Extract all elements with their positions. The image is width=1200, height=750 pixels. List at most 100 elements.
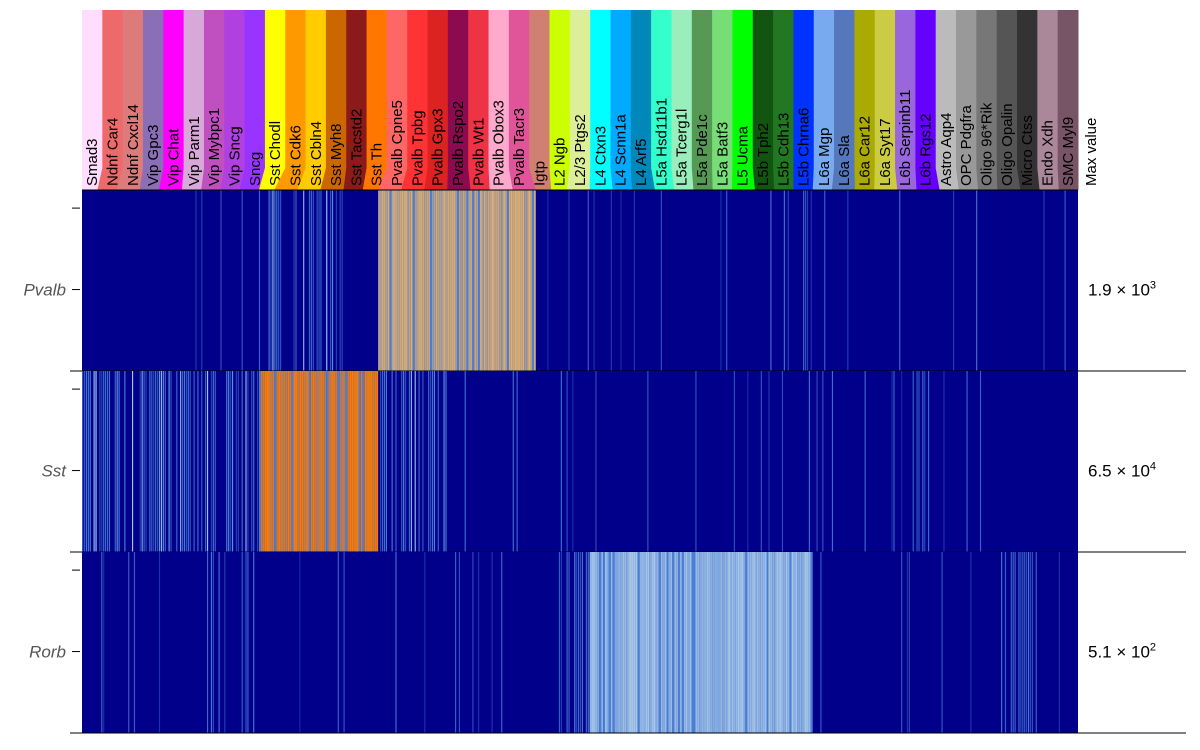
heatmap-cell — [378, 190, 381, 371]
heatmap-cell — [145, 371, 147, 552]
heatmap-cell — [764, 552, 767, 733]
heatmap-cell — [162, 371, 164, 552]
heatmap-cell — [516, 190, 519, 371]
cluster-funnel — [731, 168, 756, 190]
cluster-funnel — [362, 168, 388, 190]
cluster-funnel — [447, 168, 471, 190]
heatmap-cell — [326, 371, 329, 552]
heatmap-cell — [351, 371, 354, 552]
heatmap-cell — [601, 552, 604, 733]
heatmap-cell — [320, 190, 322, 371]
heatmap-cell — [704, 552, 707, 733]
cluster-label: Ndnf Car4 — [104, 118, 121, 186]
heatmap-cell — [143, 371, 145, 552]
heatmap-cell — [753, 552, 756, 733]
heatmap-cell — [445, 371, 447, 552]
cluster-label: Endo Xdh — [1040, 120, 1057, 186]
heatmap-cell — [966, 371, 968, 552]
heatmap-cell — [524, 190, 527, 371]
cluster-label: L2 Ngb — [552, 138, 569, 186]
max-value-label: 1.9 × 103 — [1088, 280, 1156, 300]
heatmap-cell — [303, 190, 305, 371]
heatmap-cell — [576, 552, 578, 733]
heatmap-cell — [460, 190, 463, 371]
cluster-funnel — [874, 168, 898, 190]
heatmap-cell — [1024, 552, 1026, 733]
heatmap-cell — [620, 552, 623, 733]
heatmap-cell — [266, 371, 269, 552]
heatmap-cell — [310, 371, 313, 552]
heatmap-cell — [272, 371, 275, 552]
heatmap-cell — [804, 552, 807, 733]
cluster-funnel — [424, 168, 449, 190]
heatmap-cell — [1014, 552, 1016, 733]
cluster-label: L4 Scnn1a — [613, 114, 630, 186]
heatmap-cell — [283, 371, 286, 552]
heatmap-cell — [908, 552, 910, 733]
cluster-label: Vip Gpc3 — [145, 125, 162, 186]
cluster-label: L5 Ucma — [735, 125, 752, 186]
heatmap-cell — [164, 371, 166, 552]
cluster-color-block — [651, 10, 672, 168]
heatmap-cell — [158, 371, 161, 552]
cluster-funnel — [1017, 168, 1041, 190]
heatmap-cell — [428, 190, 431, 371]
cluster-color-block — [610, 10, 632, 168]
heatmap-cell — [403, 371, 405, 552]
heatmap-cell — [274, 190, 276, 371]
heatmap-cell — [118, 371, 120, 552]
cluster-color-block — [1017, 10, 1038, 168]
cluster-label: L6b Rgs12 — [918, 113, 935, 186]
cluster-funnel — [468, 168, 491, 190]
heatmap-cell — [358, 371, 361, 552]
heatmap-cell — [610, 552, 613, 733]
heatmap-cell — [831, 371, 834, 552]
heatmap-cell — [656, 552, 659, 733]
cluster-color-block — [244, 10, 266, 168]
heatmap-cell — [629, 552, 632, 733]
heatmap-cell — [516, 371, 518, 552]
heatmap-cell — [901, 371, 903, 552]
heatmap-cell — [349, 371, 352, 552]
heatmap-cell — [654, 552, 657, 733]
gene-row-sst: Sst 6.5 × 104 — [41, 371, 1186, 553]
cluster-color-block — [834, 10, 855, 168]
heatmap-cell — [633, 190, 635, 371]
heatmap-cell — [268, 371, 271, 552]
heatmap-cell — [518, 190, 521, 371]
heatmap-cell — [481, 190, 484, 371]
heatmap-cell — [735, 552, 738, 733]
cluster-funnel — [793, 168, 815, 190]
heatmap-cell — [612, 552, 615, 733]
heatmap-cell — [591, 552, 594, 733]
heatmap-cell — [1031, 552, 1033, 733]
heatmap-cell — [210, 552, 212, 733]
heatmap-cell — [906, 552, 909, 733]
cluster-color-block — [427, 10, 449, 168]
heatmap-cell — [493, 190, 496, 371]
heatmap-cell — [1010, 552, 1012, 733]
heatmap-cell — [230, 371, 232, 552]
cluster-color-block — [488, 10, 510, 168]
heatmap-cell — [1022, 552, 1024, 733]
cluster-funnel — [956, 168, 979, 190]
heatmap-cell — [530, 190, 532, 371]
heatmap-cell — [366, 371, 369, 552]
cluster-label: Smad3 — [84, 138, 101, 186]
heatmap-cell — [424, 190, 427, 371]
heatmap-cell — [1020, 552, 1022, 733]
heatmap-cell — [676, 552, 679, 733]
cluster-color-block — [732, 10, 754, 168]
heatmap-cell — [785, 552, 788, 733]
heatmap-cell — [381, 190, 384, 371]
cluster-color-block — [752, 10, 774, 168]
heatmap-cell — [695, 552, 698, 733]
heatmap-cell — [1012, 552, 1014, 733]
cluster-color-block — [549, 10, 571, 168]
heatmap-cell — [449, 190, 452, 371]
heatmap-cell — [408, 190, 411, 371]
heatmap-cell — [89, 371, 91, 552]
heatmap-cell — [341, 371, 344, 552]
heatmap-cell — [1018, 552, 1020, 733]
heatmap-cell — [749, 552, 752, 733]
